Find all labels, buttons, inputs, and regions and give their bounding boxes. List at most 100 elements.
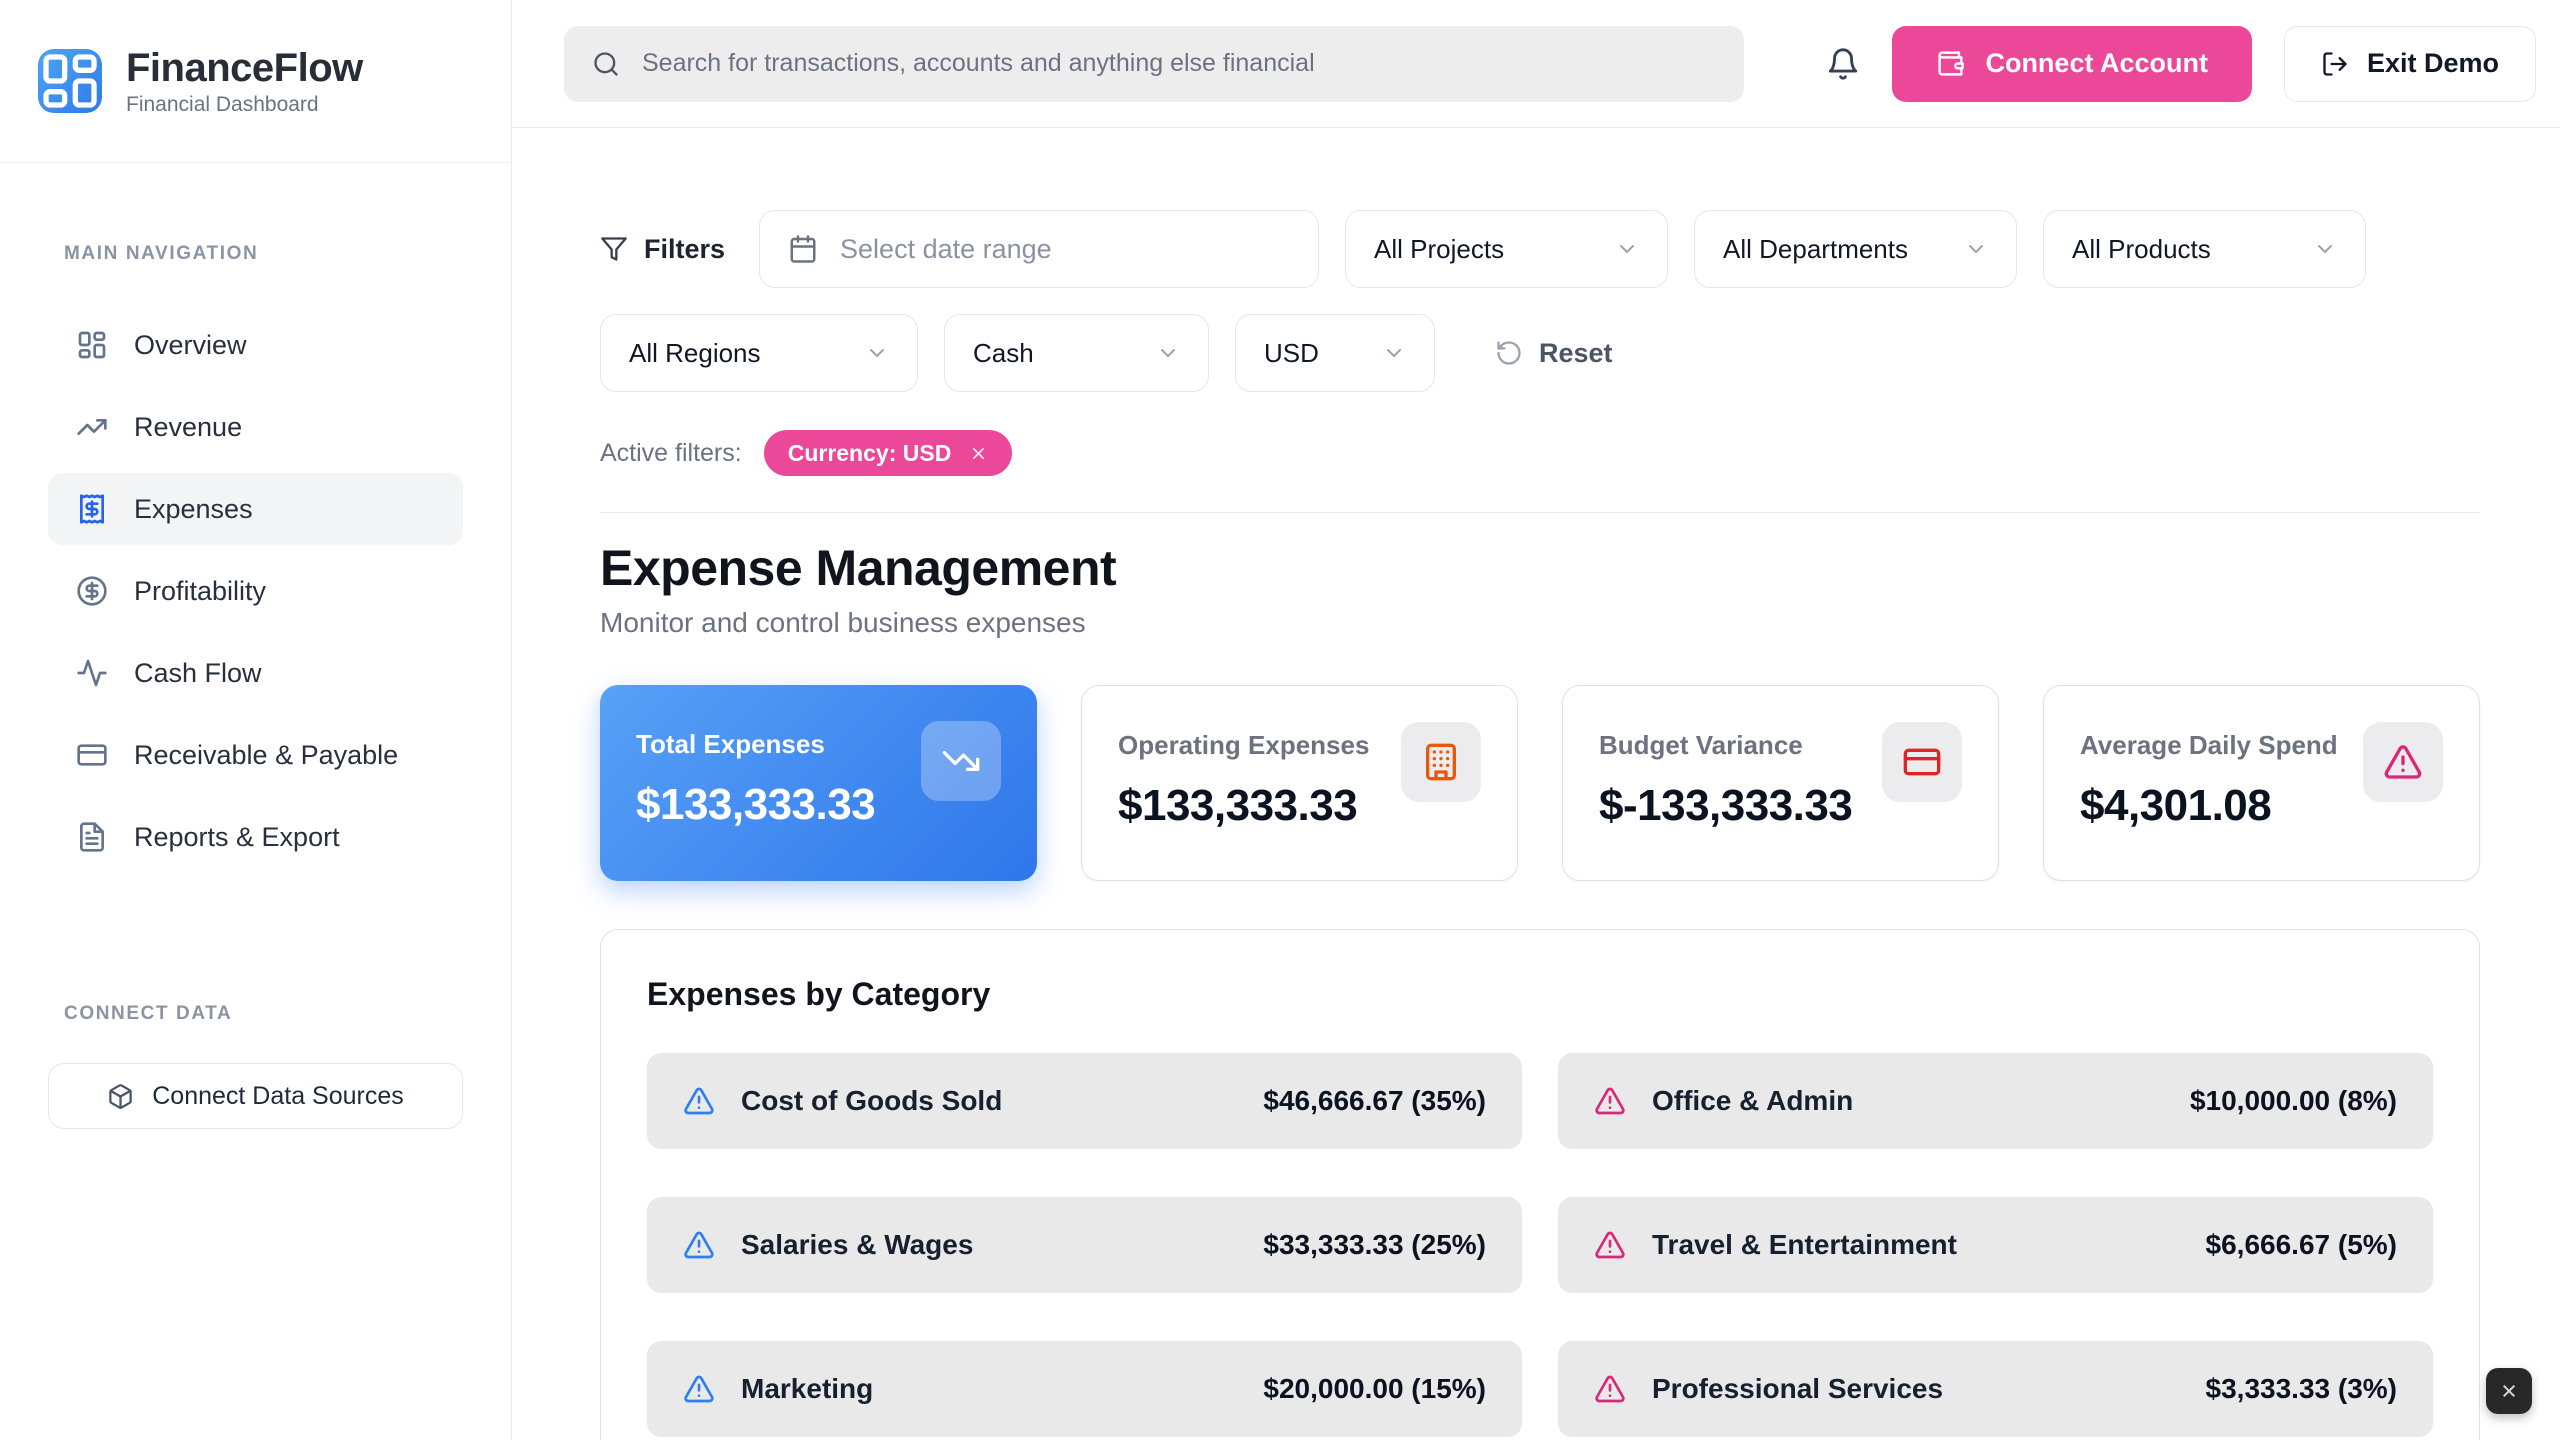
sidebar-item-label: Revenue	[134, 411, 243, 442]
stat-label: Average Daily Spend	[2080, 730, 2338, 760]
category-value: $6,666.67 (5%)	[2205, 1229, 2397, 1260]
main-navigation: MAIN NAVIGATION Overview Revenue Expense…	[0, 163, 511, 873]
sidebar-item-label: Reports & Export	[134, 821, 340, 852]
package-icon	[107, 1083, 134, 1110]
building-icon	[1401, 722, 1481, 802]
alert-triangle-icon	[1594, 1373, 1626, 1405]
sidebar-item-revenue[interactable]: Revenue	[48, 391, 463, 463]
alert-triangle-icon	[2363, 722, 2443, 802]
stat-value: $133,333.33	[636, 780, 876, 829]
departments-filter[interactable]: All Departments	[1694, 210, 2018, 288]
page-title: Expense Management	[600, 540, 1117, 596]
category-row-travel-entertainment: Travel & Entertainment $6,666.67 (5%)	[1558, 1197, 2433, 1293]
reset-label: Reset	[1539, 337, 1613, 368]
regions-filter[interactable]: All Regions	[600, 314, 918, 392]
sidebar-item-reports-export[interactable]: Reports & Export	[48, 801, 463, 873]
main-area: Connect Account Exit Demo Filters All Pr…	[512, 0, 2560, 1440]
stat-value: $4,301.08	[2080, 781, 2272, 830]
filter-row-1: Filters All Projects All Departments All…	[600, 210, 2480, 288]
page-subtitle: Monitor and control business expenses	[600, 607, 1086, 638]
stat-card-operating-expenses: Operating Expenses $133,333.33	[1081, 685, 1518, 881]
category-name: Professional Services	[1652, 1373, 1944, 1404]
search-input[interactable]	[642, 49, 1716, 78]
stat-label: Operating Expenses	[1118, 730, 1370, 760]
search-box[interactable]	[564, 25, 1744, 102]
brand: FinanceFlow Financial Dashboard	[0, 0, 511, 163]
sidebar-item-receivable-payable[interactable]: Receivable & Payable	[48, 719, 463, 791]
credit-card-icon	[1882, 722, 1962, 802]
select-value: Cash	[973, 337, 1034, 368]
trending-down-icon	[921, 721, 1001, 801]
exit-demo-label: Exit Demo	[2366, 48, 2499, 78]
app-logo-icon	[38, 49, 102, 113]
category-value: $33,333.33 (25%)	[1263, 1229, 1486, 1260]
calendar-icon	[788, 234, 818, 264]
select-value: All Regions	[629, 337, 761, 368]
credit-card-icon	[76, 739, 108, 771]
date-range-input[interactable]	[840, 233, 1291, 265]
select-value: USD	[1264, 337, 1319, 368]
category-row-marketing: Marketing $20,000.00 (15%)	[647, 1341, 1522, 1437]
app-subtitle: Financial Dashboard	[126, 92, 319, 116]
expenses-by-category-title: Expenses by Category	[647, 976, 991, 1012]
stat-cards-row: Total Expenses $133,333.33 Operating Exp…	[600, 685, 2480, 881]
alert-triangle-icon	[1594, 1085, 1626, 1117]
filters-label: Filters	[600, 234, 725, 265]
category-row-professional-services: Professional Services $3,333.33 (3%)	[1558, 1341, 2433, 1437]
projects-filter[interactable]: All Projects	[1345, 210, 1669, 288]
sidebar-item-overview[interactable]: Overview	[48, 309, 463, 381]
sidebar: FinanceFlow Financial Dashboard MAIN NAV…	[0, 0, 512, 1440]
app-title: FinanceFlow	[126, 45, 363, 90]
reset-filters-button[interactable]: Reset	[1495, 338, 1613, 369]
receipt-icon	[76, 493, 108, 525]
topbar: Connect Account Exit Demo	[512, 0, 2560, 128]
remove-filter-x-icon[interactable]	[969, 444, 988, 463]
rotate-ccw-icon	[1495, 339, 1523, 367]
connect-data-section: CONNECT DATA Connect Data Sources	[0, 1003, 511, 1129]
stat-value: $-133,333.33	[1599, 781, 1853, 830]
currency-filter[interactable]: USD	[1235, 314, 1435, 392]
stat-card-average-daily-spend: Average Daily Spend $4,301.08	[2043, 685, 2480, 881]
sidebar-item-expenses[interactable]: Expenses	[48, 473, 463, 545]
stat-label: Budget Variance	[1599, 730, 1803, 760]
notifications-bell-icon[interactable]	[1826, 47, 1860, 81]
category-name: Travel & Entertainment	[1652, 1229, 1957, 1260]
active-filters-row: Active filters: Currency: USD	[600, 430, 2480, 476]
content: Filters All Projects All Departments All…	[512, 128, 2560, 1440]
nav-section-title: MAIN NAVIGATION	[64, 243, 259, 264]
alert-triangle-icon	[1594, 1229, 1626, 1261]
sidebar-item-label: Expenses	[134, 493, 253, 524]
alert-triangle-icon	[683, 1229, 715, 1261]
category-grid: Cost of Goods Sold $46,666.67 (35%) Offi…	[647, 1053, 2433, 1437]
connect-data-sources-button[interactable]: Connect Data Sources	[48, 1063, 463, 1129]
filters-block: Filters All Projects All Departments All…	[600, 210, 2480, 476]
accounting-basis-filter[interactable]: Cash	[944, 314, 1209, 392]
filter-funnel-icon	[600, 235, 628, 263]
stat-card-total-expenses: Total Expenses $133,333.33	[600, 685, 1037, 881]
category-name: Office & Admin	[1652, 1085, 1854, 1116]
category-name: Marketing	[741, 1373, 874, 1404]
exit-demo-button[interactable]: Exit Demo	[2283, 25, 2536, 102]
active-filter-chip-currency[interactable]: Currency: USD	[763, 430, 1013, 476]
select-value: All Projects	[1374, 233, 1505, 264]
stat-value: $133,333.33	[1118, 781, 1358, 830]
products-filter[interactable]: All Products	[2043, 210, 2367, 288]
connect-data-sources-label: Connect Data Sources	[152, 1081, 404, 1110]
category-row-cost-of-goods-sold: Cost of Goods Sold $46,666.67 (35%)	[647, 1053, 1522, 1149]
nav-list: Overview Revenue Expenses Profitability …	[48, 309, 463, 873]
close-button[interactable]: ×	[2486, 1368, 2532, 1414]
grid-icon	[38, 49, 102, 113]
sidebar-item-cash-flow[interactable]: Cash Flow	[48, 637, 463, 709]
filter-selects-row2: All Regions Cash USD	[600, 314, 1435, 392]
connect-account-button[interactable]: Connect Account	[1892, 25, 2252, 102]
sidebar-item-label: Profitability	[134, 575, 267, 606]
sidebar-item-profitability[interactable]: Profitability	[48, 555, 463, 627]
category-row-office-admin: Office & Admin $10,000.00 (8%)	[1558, 1053, 2433, 1149]
chevron-down-icon	[1156, 341, 1180, 365]
category-value: $10,000.00 (8%)	[2189, 1085, 2397, 1116]
filter-row-2: All Regions Cash USD Reset	[600, 314, 2480, 392]
date-range-picker[interactable]	[759, 210, 1320, 288]
grid-icon	[76, 329, 108, 361]
select-value: All Products	[2072, 233, 2211, 264]
trending-up-icon	[76, 411, 108, 443]
